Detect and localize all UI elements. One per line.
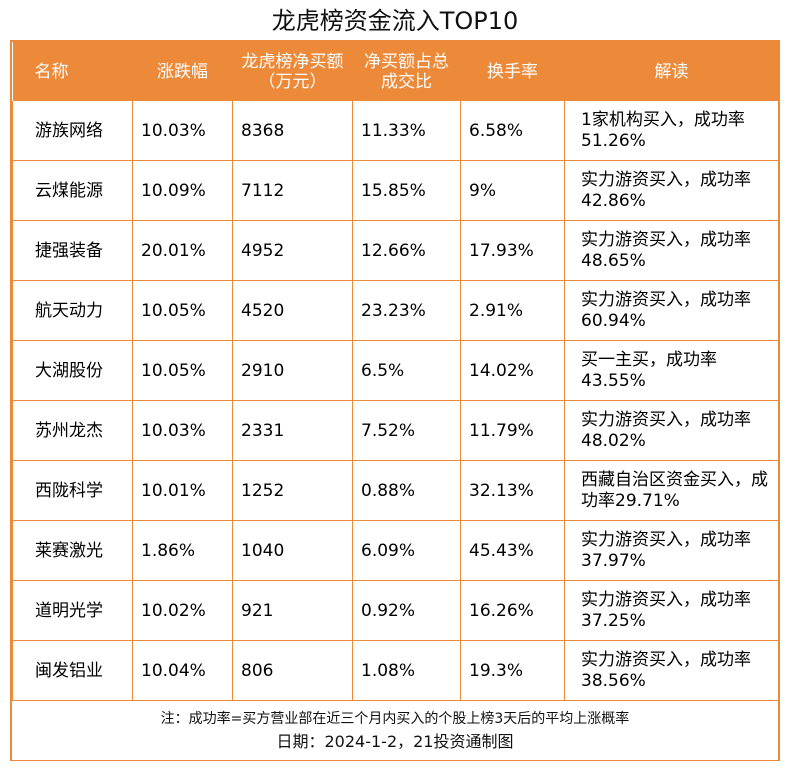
cell-comment: 实力游资买入，成功率42.86% [564, 160, 779, 221]
cell-name: 道明光学 [12, 580, 133, 641]
header-name: 名称 [12, 42, 133, 101]
table-row: 闽发铝业 10.04% 806 1.08% 19.3% 实力游资买入，成功率38.56% [12, 640, 779, 701]
cell-turnover: 2.91% [460, 280, 565, 341]
cell-ratio: 1.08% [352, 640, 461, 701]
cell-comment: 实力游资买入，成功率60.94% [564, 280, 779, 341]
cell-ratio: 6.5% [352, 340, 461, 401]
cell-change: 10.03% [132, 101, 233, 161]
cell-ratio: 6.09% [352, 520, 461, 581]
cell-change: 10.05% [132, 340, 233, 401]
cell-ratio: 7.52% [352, 400, 461, 461]
footnote: 注：成功率=买方营业部在近三个月内买入的个股上榜3天后的平均上涨概率 [160, 711, 630, 727]
table-row: 航天动力 10.05% 4520 23.23% 2.91% 实力游资买入，成功率60.94… [12, 280, 779, 341]
cell-turnover: 32.13% [460, 460, 565, 521]
table-row: 苏州龙杰 10.03% 2331 7.52% 11.79% 实力游资买入，成功率48.02… [12, 400, 779, 461]
table-row: 道明光学 10.02% 921 0.92% 16.26% 实力游资买入，成功率37.25% [12, 580, 779, 641]
cell-comment: 实力游资买入，成功率48.65% [564, 220, 779, 281]
cell-turnover: 14.02% [460, 340, 565, 401]
header-ratio: 净买额占总成交比 [352, 42, 461, 101]
table-frame: 名称 涨跌幅 龙虎榜净买额（万元） 净买额占总成交比 换手率 解读 游族网络 10… [10, 40, 780, 761]
cell-name: 云煤能源 [12, 160, 133, 221]
cell-change: 10.01% [132, 460, 233, 521]
cell-comment: 1家机构买入，成功率51.26% [564, 101, 779, 161]
footer: 注：成功率=买方营业部在近三个月内买入的个股上榜3天后的平均上涨概率 日期：20… [12, 708, 778, 760]
cell-change: 10.02% [132, 580, 233, 641]
cell-name: 捷强装备 [12, 220, 133, 281]
cell-name: 莱赛激光 [12, 520, 133, 581]
cell-name: 苏州龙杰 [12, 400, 133, 461]
cell-change: 10.09% [132, 160, 233, 221]
cell-ratio: 12.66% [352, 220, 461, 281]
cell-turnover: 6.58% [460, 101, 565, 161]
cell-turnover: 17.93% [460, 220, 565, 281]
header-change: 涨跌幅 [132, 42, 233, 101]
cell-net-buy: 4952 [232, 220, 353, 281]
table-row: 云煤能源 10.09% 7112 15.85% 9% 实力游资买入，成功率42.86% [12, 160, 779, 221]
cell-turnover: 9% [460, 160, 565, 221]
cell-turnover: 45.43% [460, 520, 565, 581]
cell-change: 10.03% [132, 400, 233, 461]
table-row: 捷强装备 20.01% 4952 12.66% 17.93% 实力游资买入，成功率48.6… [12, 220, 779, 281]
table-row: 游族网络 10.03% 8368 11.33% 6.58% 1家机构买入，成功率51.26… [12, 101, 779, 161]
cell-net-buy: 921 [232, 580, 353, 641]
data-table: 名称 涨跌幅 龙虎榜净买额（万元） 净买额占总成交比 换手率 解读 游族网络 10… [12, 42, 779, 701]
cell-name: 闽发铝业 [12, 640, 133, 701]
cell-comment: 实力游资买入，成功率37.97% [564, 520, 779, 581]
cell-net-buy: 2331 [232, 400, 353, 461]
cell-net-buy: 806 [232, 640, 353, 701]
cell-name: 大湖股份 [12, 340, 133, 401]
date-credit: 日期：2024-1-2，21投资通制图 [276, 732, 514, 751]
table-row: 西陇科学 10.01% 1252 0.88% 32.13% 西藏自治区资金买入，成功率29… [12, 460, 779, 521]
cell-change: 20.01% [132, 220, 233, 281]
table-body: 游族网络 10.03% 8368 11.33% 6.58% 1家机构买入，成功率51.26… [12, 101, 779, 701]
table-row: 莱赛激光 1.86% 1040 6.09% 45.43% 实力游资买入，成功率37.97% [12, 520, 779, 581]
cell-change: 10.04% [132, 640, 233, 701]
cell-turnover: 19.3% [460, 640, 565, 701]
header-net-buy: 龙虎榜净买额（万元） [232, 42, 353, 101]
table-row: 大湖股份 10.05% 2910 6.5% 14.02% 买一主买，成功率43.55% [12, 340, 779, 401]
cell-ratio: 11.33% [352, 101, 461, 161]
cell-name: 航天动力 [12, 280, 133, 341]
cell-net-buy: 1252 [232, 460, 353, 521]
cell-net-buy: 1040 [232, 520, 353, 581]
cell-net-buy: 2910 [232, 340, 353, 401]
cell-net-buy: 4520 [232, 280, 353, 341]
cell-turnover: 11.79% [460, 400, 565, 461]
cell-ratio: 0.88% [352, 460, 461, 521]
cell-change: 1.86% [132, 520, 233, 581]
cell-ratio: 15.85% [352, 160, 461, 221]
cell-comment: 买一主买，成功率43.55% [564, 340, 779, 401]
header-turnover: 换手率 [460, 42, 565, 101]
cell-ratio: 0.92% [352, 580, 461, 641]
cell-net-buy: 8368 [232, 101, 353, 161]
cell-name: 游族网络 [12, 101, 133, 161]
header-comment: 解读 [564, 42, 779, 101]
header-row: 名称 涨跌幅 龙虎榜净买额（万元） 净买额占总成交比 换手率 解读 [12, 42, 779, 101]
cell-name: 西陇科学 [12, 460, 133, 521]
cell-comment: 实力游资买入，成功率38.56% [564, 640, 779, 701]
page-title: 龙虎榜资金流入TOP10 [271, 7, 519, 35]
cell-comment: 实力游资买入，成功率48.02% [564, 400, 779, 461]
cell-comment: 实力游资买入，成功率37.25% [564, 580, 779, 641]
cell-comment: 西藏自治区资金买入，成功率29.71% [564, 460, 779, 521]
cell-net-buy: 7112 [232, 160, 353, 221]
cell-turnover: 16.26% [460, 580, 565, 641]
cell-ratio: 23.23% [352, 280, 461, 341]
cell-change: 10.05% [132, 280, 233, 341]
